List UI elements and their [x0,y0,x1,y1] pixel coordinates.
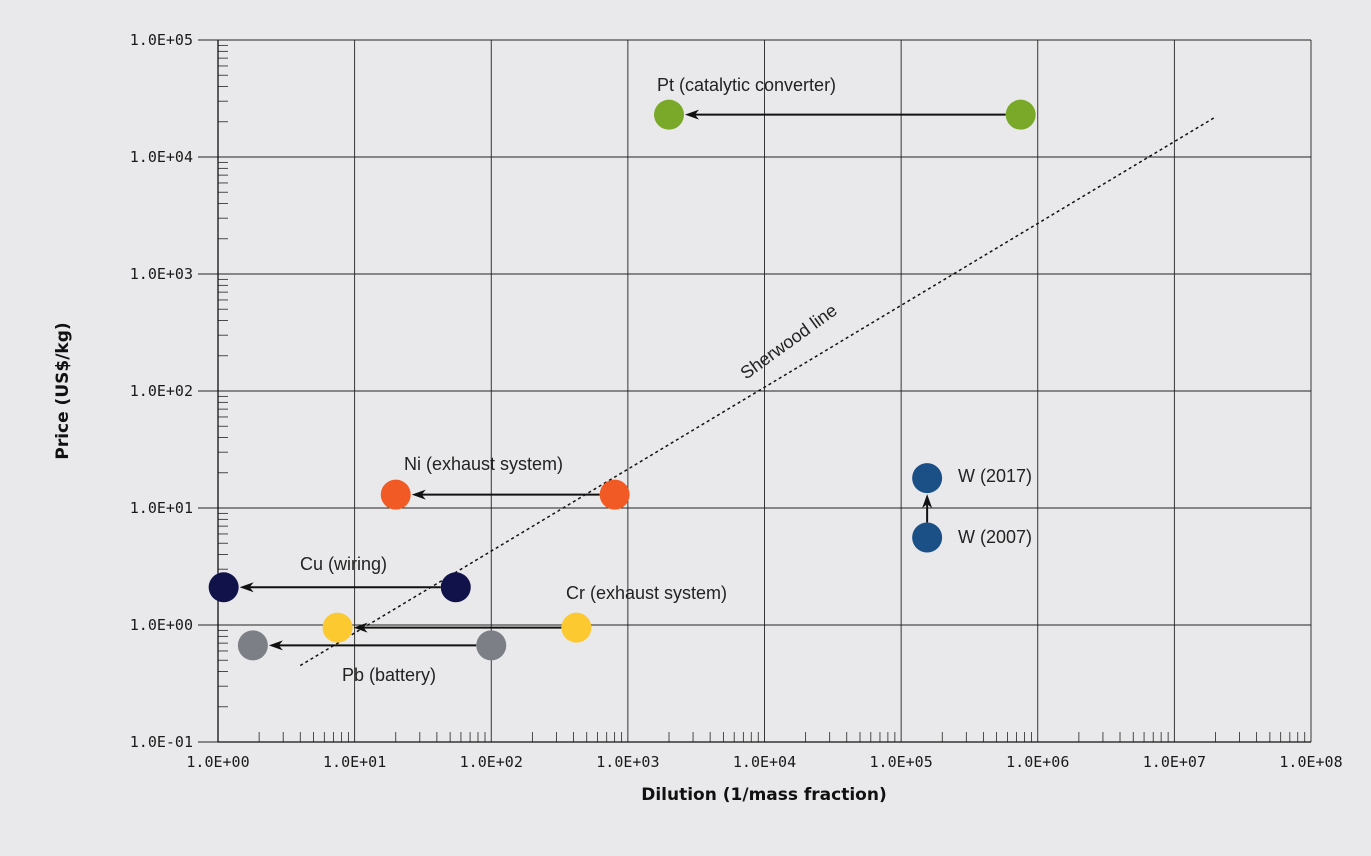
minor-ticks [218,44,1306,742]
x-tick-label: 1.0E+04 [733,753,796,771]
label-w-2017: W (2017) [958,466,1032,486]
arrows [239,109,1006,651]
y-tick-label: 1.0E+01 [130,499,193,517]
y-axis-title: Price (US$/kg) [53,322,73,459]
data-point [440,572,471,603]
arrow-head [411,489,426,500]
arrow-head [685,109,700,120]
data-point [1005,99,1036,130]
data-point [380,479,411,510]
label-pt: Pt (catalytic converter) [657,75,836,95]
data-point [208,572,239,603]
y-tick-label: 1.0E+00 [130,616,193,634]
label-pb: Pb (battery) [342,665,436,685]
data-point [599,479,630,510]
label-w-2007: W (2007) [958,527,1032,547]
arrow-head [268,640,283,651]
x-tick-label: 1.0E+02 [460,753,523,771]
data-point [476,630,507,661]
x-tick-labels: 1.0E+00 1.0E+01 1.0E+02 1.0E+03 1.0E+04 1.0E+… [186,753,1342,771]
data-point [237,630,268,661]
x-tick-label: 1.0E+05 [870,753,933,771]
y-tick-label: 1.0E-01 [130,733,193,751]
arrow-head [922,494,933,509]
x-tick-label: 1.0E+07 [1143,753,1206,771]
arrow-head [239,582,254,593]
x-tick-label: 1.0E+00 [186,753,249,771]
y-tick-label: 1.0E+03 [130,265,193,283]
y-tick-label: 1.0E+05 [130,31,193,49]
arrow-head [353,622,368,633]
data-points [208,99,1036,661]
y-tick-label: 1.0E+02 [130,382,193,400]
y-tick-labels: 1.0E-01 1.0E+00 1.0E+01 1.0E+02 1.0E+03 1.0E+… [130,31,193,751]
x-axis-title: Dilution (1/mass fraction) [641,785,887,805]
data-point [912,463,943,494]
data-point [912,522,943,553]
y-tick-label: 1.0E+04 [130,148,193,166]
axes [217,40,1311,743]
sherwood-line [299,116,1216,667]
x-tick-label: 1.0E+03 [596,753,659,771]
label-ni: Ni (exhaust system) [404,454,563,474]
x-tick-label: 1.0E+08 [1279,753,1342,771]
label-cu: Cu (wiring) [300,554,387,574]
x-tick-label: 1.0E+01 [323,753,386,771]
label-cr: Cr (exhaust system) [566,583,727,603]
x-tick-label: 1.0E+06 [1006,753,1069,771]
sherwood-line-group [299,116,1216,667]
data-point [322,612,353,643]
data-point [654,99,685,130]
data-point [561,612,592,643]
